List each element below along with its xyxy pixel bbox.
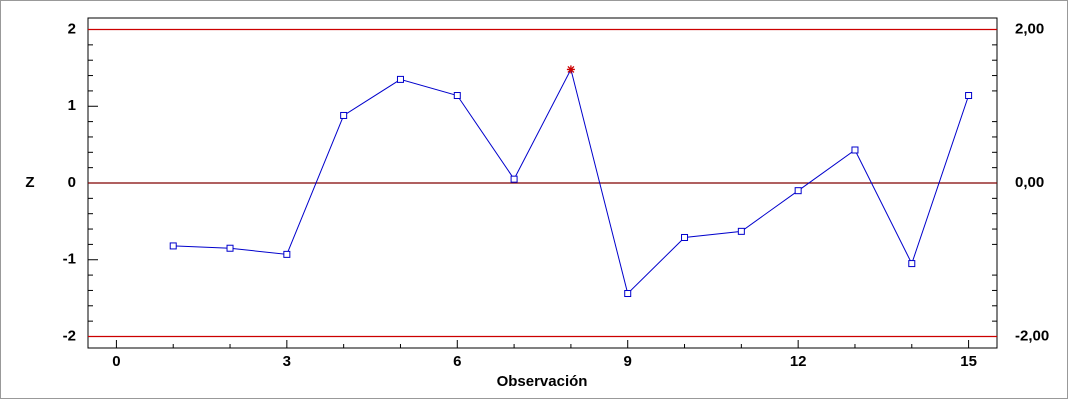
y-tick-label: 2 [68,20,76,37]
x-tick-label: 9 [624,353,632,370]
point-marker [851,146,859,154]
y-tick-label: 1 [68,97,76,114]
x-tick-label: 6 [453,353,461,370]
y2-tick-label: -2,00 [1015,327,1049,344]
y-tick-label: 0 [68,174,76,191]
point-marker [965,92,973,100]
point-marker [737,227,745,235]
y-tick-label: -2 [63,327,76,344]
x-tick-label: 3 [283,353,291,370]
point-marker [340,111,348,119]
x-tick-label: 12 [790,353,807,370]
outlier-marker [566,65,575,74]
y2-tick-label: 2,00 [1015,20,1044,37]
point-marker [794,187,802,195]
point-marker [169,242,177,250]
y2-tick-label: 0,00 [1015,174,1044,191]
point-marker [453,92,461,100]
x-axis-label: Observación [497,373,588,390]
point-marker [396,75,404,83]
y-tick-label: -1 [63,251,76,268]
point-marker [624,290,632,298]
x-tick-label: 15 [960,353,977,370]
point-marker [510,175,518,183]
point-marker [226,244,234,252]
y-axis-label: Z [25,174,34,191]
point-marker [908,260,916,268]
point-marker [681,233,689,241]
point-marker [283,250,291,258]
x-tick-label: 0 [112,353,120,370]
